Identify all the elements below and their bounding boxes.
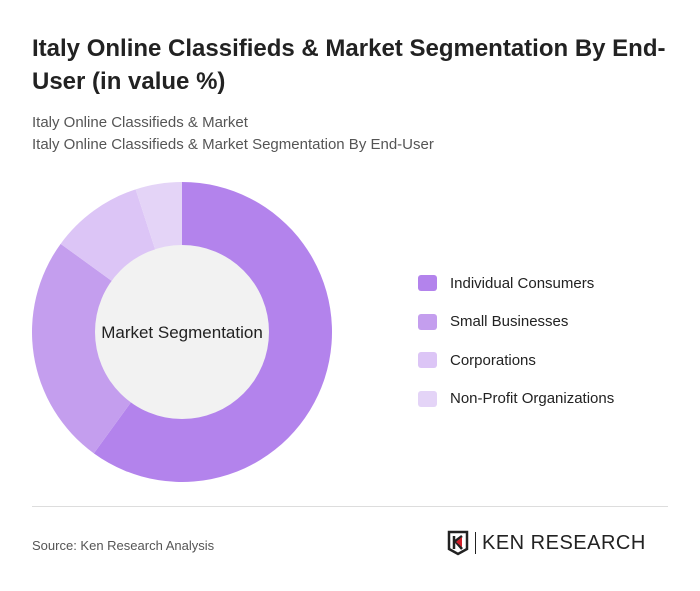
- legend-item: Corporations: [418, 341, 614, 380]
- legend-swatch: [418, 275, 437, 292]
- legend-item: Individual Consumers: [418, 264, 614, 303]
- legend-item: Small Businesses: [418, 303, 614, 342]
- donut-center: [95, 245, 269, 419]
- legend-label: Non-Profit Organizations: [450, 390, 615, 408]
- ken-logo-icon: [447, 530, 469, 556]
- center-label: Market Segmentation: [101, 323, 263, 342]
- logo-text: KEN RESEARCH: [482, 531, 646, 554]
- source-note: Source: Ken Research Analysis: [32, 538, 215, 553]
- donut-chart: Market Segmentation: [32, 182, 332, 482]
- ken-research-logo: KEN RESEARCH: [447, 530, 646, 556]
- legend-swatch: [418, 390, 437, 407]
- legend: Individual Consumers Small Businesses Corp…: [418, 264, 614, 418]
- legend-label: Individual Consumers: [450, 274, 595, 292]
- legend-label: Small Businesses: [450, 313, 569, 331]
- legend-label: Corporations: [450, 351, 536, 369]
- divider: [32, 506, 668, 507]
- chart-subtitle-2: Italy Online Classifieds & Market Segmen…: [32, 136, 434, 153]
- logo-divider: [475, 532, 476, 554]
- legend-swatch: [418, 352, 437, 369]
- chart-title: Italy Online Classifieds & Market Segmen…: [32, 35, 666, 95]
- legend-swatch: [418, 313, 437, 330]
- legend-item: Non-Profit Organizations: [418, 380, 614, 419]
- chart-subtitle-1: Italy Online Classifieds & Market: [32, 114, 248, 131]
